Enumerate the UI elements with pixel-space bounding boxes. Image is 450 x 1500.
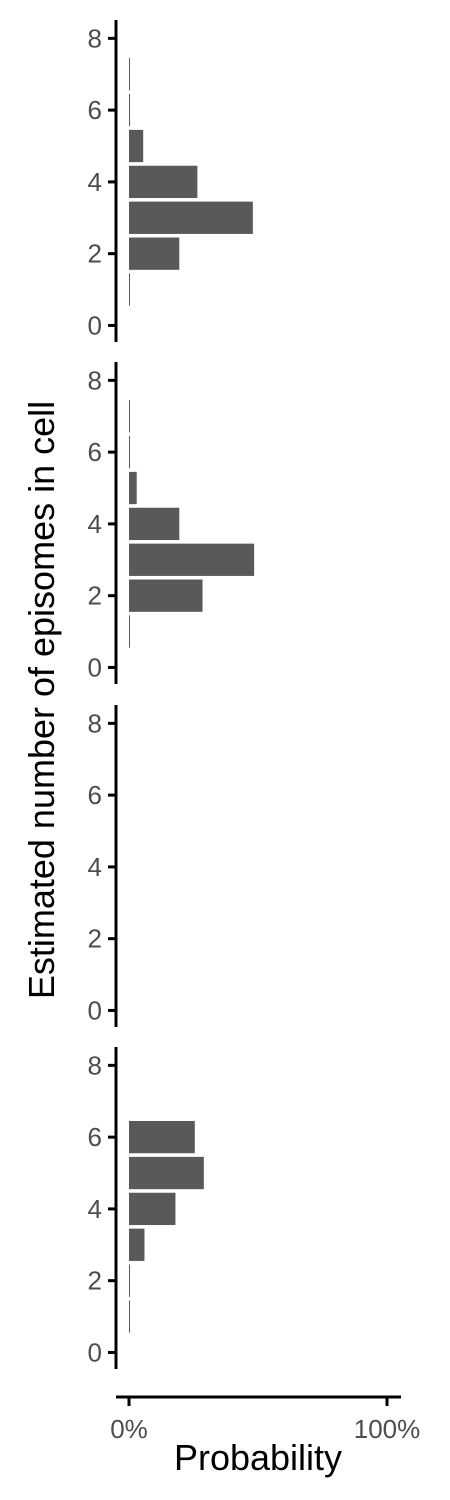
bar xyxy=(129,1156,204,1190)
bar xyxy=(129,201,253,234)
bar xyxy=(129,1264,130,1297)
y-tick-label: 0 xyxy=(88,310,102,340)
panel: 0 2 4 6 8 xyxy=(88,705,118,1027)
x-tick-label: 0% xyxy=(110,1414,148,1444)
y-tick-label: 8 xyxy=(88,23,102,53)
y-tick-label: 2 xyxy=(88,239,102,269)
panel: 0 2 4 6 8 xyxy=(88,20,253,342)
y-axis-title: Estimated number of episomes in cell xyxy=(21,401,62,999)
y-tick-label: 0 xyxy=(88,652,102,682)
bar xyxy=(129,273,130,306)
y-tick-label: 6 xyxy=(88,95,102,125)
bar xyxy=(129,579,203,612)
bar xyxy=(129,435,130,469)
y-tick-label: 2 xyxy=(88,924,102,954)
bar xyxy=(129,507,180,541)
bar xyxy=(129,58,130,91)
bar xyxy=(129,165,198,199)
y-tick-label: 6 xyxy=(88,437,102,467)
x-axis: 0% 100% xyxy=(110,1395,421,1444)
y-tick-label: 8 xyxy=(88,708,102,738)
bar xyxy=(129,1300,130,1333)
panel: 0 2 4 6 8 xyxy=(88,1047,204,1369)
y-tick-label: 2 xyxy=(88,581,102,611)
bar xyxy=(129,1192,176,1226)
bar xyxy=(129,129,144,163)
bar xyxy=(129,237,180,270)
bar xyxy=(129,615,130,648)
x-tick-label: 100% xyxy=(354,1414,421,1444)
y-tick-label: 0 xyxy=(88,995,102,1025)
panel: 0 2 4 6 8 xyxy=(88,362,255,684)
y-tick-label: 2 xyxy=(88,1266,102,1296)
y-tick-label: 4 xyxy=(88,1194,102,1224)
bar xyxy=(129,471,137,505)
bar xyxy=(129,1228,145,1261)
y-tick-label: 6 xyxy=(88,780,102,810)
bar xyxy=(129,400,130,433)
bar xyxy=(129,543,255,576)
y-tick-label: 4 xyxy=(88,167,102,197)
y-tick-label: 8 xyxy=(88,365,102,395)
bar xyxy=(129,93,131,127)
bar xyxy=(129,1120,195,1154)
y-tick-label: 6 xyxy=(88,1122,102,1152)
y-tick-label: 4 xyxy=(88,509,102,539)
x-axis-title: Probability xyxy=(174,1437,342,1478)
panels-layer: 0 2 4 6 8 0 2 4 6 8 0 2 4 6 8 0 2 4 6 8 xyxy=(88,20,255,1369)
y-tick-label: 8 xyxy=(88,1050,102,1080)
y-tick-label: 4 xyxy=(88,852,102,882)
y-tick-label: 0 xyxy=(88,1337,102,1367)
